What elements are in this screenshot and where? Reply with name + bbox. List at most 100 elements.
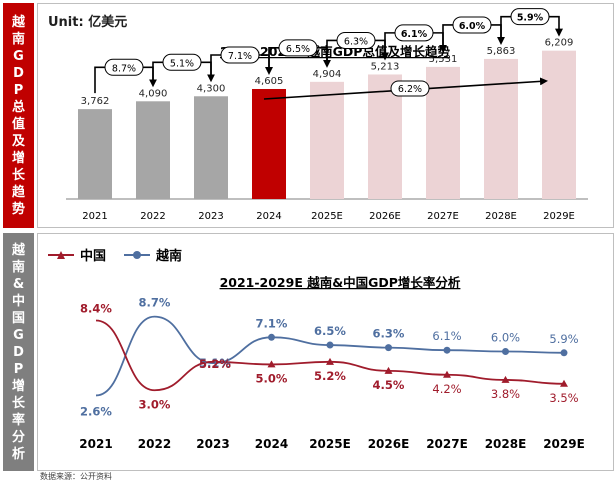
point-vietnam	[268, 333, 275, 341]
growth-bubble	[394, 24, 434, 42]
data-label-vietnam: 5.1%	[199, 356, 231, 370]
series-line-china	[95, 319, 565, 392]
data-label-china: 3.8%	[491, 387, 520, 401]
bar	[136, 101, 170, 199]
growth-label: 6.1%	[401, 29, 428, 40]
bar-value-label: 6,209	[545, 38, 574, 49]
point-vietnam	[443, 346, 451, 354]
point-china	[443, 370, 451, 378]
x-tick-label: 2028E	[485, 437, 527, 451]
legend-vietnam-label: 越南	[155, 248, 182, 264]
x-tick-label: 2021	[79, 437, 112, 451]
data-label-china: 3.5%	[549, 391, 578, 405]
data-label-vietnam: 7.1%	[256, 316, 288, 330]
data-label-vietnam: 6.3%	[373, 327, 405, 341]
gdp-bar-chart: Unit: 亿美元 2021-2029E 越南GDP总值及增长趋势 3,7622…	[48, 8, 588, 222]
point-china	[267, 360, 276, 368]
bar	[252, 88, 286, 199]
legend: 中国 越南	[48, 248, 182, 264]
bar	[542, 50, 576, 199]
section-label-growth-comparison: 越南&中国GDP增长率分析	[3, 233, 34, 471]
legend-china-marker	[57, 251, 65, 259]
legend-china-label: 中国	[80, 248, 106, 264]
data-label-china: 5.2%	[314, 369, 346, 383]
bar	[194, 96, 228, 199]
point-vietnam	[560, 349, 568, 357]
bar-value-label: 4,300	[197, 83, 226, 94]
bar-value-label: 3,762	[81, 96, 110, 107]
data-label-vietnam: 5.9%	[549, 332, 578, 346]
growth-line-chart: 中国 越南 2021-2029E 越南&中国GDP增长率分析 2021 2022 2…	[48, 248, 585, 451]
growth-bubble	[336, 31, 376, 49]
section-label-vietnam-gdp: 越南GDP总值及增长趋势	[3, 3, 34, 228]
data-label-china: 4.2%	[432, 382, 461, 396]
cagr-label: 6.2%	[398, 84, 422, 95]
bar-value-label: 5,531	[429, 54, 458, 65]
series-line-vietnam	[95, 315, 565, 397]
data-label-vietnam: 8.7%	[139, 296, 171, 310]
point-vietnam	[502, 348, 509, 355]
x-tick-label: 2026E	[369, 211, 401, 222]
growth-line-chart-panel: 中国 越南 2021-2029E 越南&中国GDP增长率分析 2021 2022 2…	[37, 233, 614, 471]
bar	[484, 58, 518, 199]
growth-label: 6.0%	[459, 21, 486, 32]
data-label-china: 5.0%	[256, 371, 288, 385]
data-label-china: 4.5%	[373, 378, 405, 392]
point-vietnam	[326, 341, 334, 349]
point-china	[501, 375, 510, 383]
growth-label: 5.1%	[170, 58, 194, 69]
chart-title: 2021-2029E 越南&中国GDP增长率分析	[220, 275, 461, 290]
bar-value-label: 5,863	[487, 46, 516, 57]
legend-vietnam-marker	[133, 251, 141, 259]
bar-value-label: 4,605	[255, 76, 284, 87]
x-tick-label: 2029E	[543, 437, 585, 451]
x-tick-label: 2023	[198, 211, 223, 222]
x-tick-label: 2024	[256, 211, 281, 222]
point-vietnam	[385, 344, 392, 352]
point-china	[326, 357, 334, 365]
growth-bubble	[220, 46, 260, 64]
x-tick-label: 2027E	[427, 211, 459, 222]
point-china	[384, 366, 393, 374]
data-label-china: 5.2%	[199, 357, 231, 371]
growth-label: 6.3%	[344, 36, 368, 47]
point-china	[560, 379, 568, 387]
x-tick-label: 2026E	[368, 437, 410, 451]
x-tick-label: 2025E	[309, 437, 351, 451]
x-tick-label: 2022	[140, 211, 165, 222]
growth-label: 7.1%	[228, 51, 252, 62]
bar	[310, 81, 344, 199]
x-tick-label: 2025E	[311, 211, 343, 222]
unit-label: Unit: 亿美元	[48, 14, 127, 30]
growth-bubble	[162, 53, 202, 71]
data-label-vietnam: 6.5%	[314, 324, 346, 338]
growth-bubble	[278, 39, 318, 57]
section-label-text: 越南GDP总值及增长趋势	[11, 14, 25, 217]
bar	[78, 109, 112, 199]
growth-bubble	[452, 16, 492, 34]
data-label-vietnam: 6.0%	[491, 331, 520, 345]
footnote: 数据来源：公开资料	[40, 472, 112, 481]
x-tick-label: 2024	[255, 437, 288, 451]
x-tick-label: 2023	[196, 437, 229, 451]
section-label-text: 越南&中国GDP增长率分析	[11, 242, 25, 462]
growth-label: 6.5%	[286, 44, 310, 55]
growth-bubble	[104, 58, 144, 76]
bar-value-label: 5,213	[371, 61, 400, 72]
growth-label: 8.7%	[112, 63, 136, 74]
bar-value-label: 4,904	[313, 69, 342, 80]
gdp-bar-chart-panel: Unit: 亿美元 2021-2029E 越南GDP总值及增长趋势 3,762 2…	[37, 3, 614, 228]
cagr-bubble	[390, 80, 430, 97]
data-label-china: 8.4%	[80, 302, 112, 316]
x-tick-label: 2028E	[485, 211, 517, 222]
growth-bubble	[510, 8, 550, 26]
data-label-china: 3.0%	[139, 397, 171, 411]
x-tick-label: 2029E	[543, 211, 575, 222]
x-tick-label: 2021	[82, 211, 107, 222]
growth-label: 5.9%	[517, 13, 544, 24]
data-label-vietnam: 2.6%	[80, 404, 112, 418]
x-tick-label: 2027E	[426, 437, 468, 451]
bar-value-label: 4,090	[139, 88, 168, 99]
x-tick-label: 2022	[138, 437, 171, 451]
data-label-vietnam: 6.1%	[432, 329, 461, 343]
